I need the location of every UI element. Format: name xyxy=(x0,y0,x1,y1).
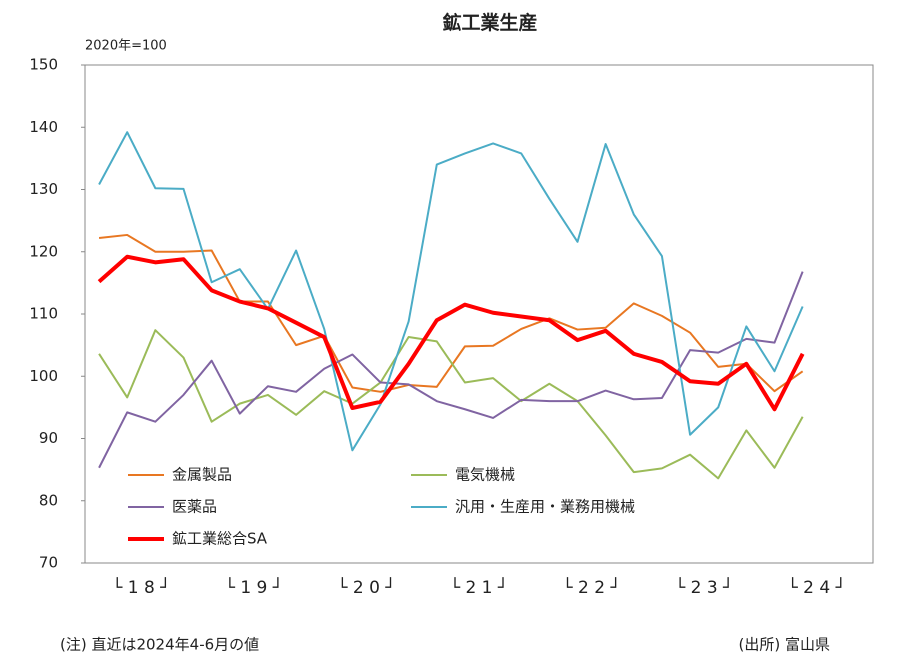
unit-label: 2020年=100 xyxy=(85,39,167,54)
legend-label: 電気機械 xyxy=(455,466,515,484)
y-tick-label: 90 xyxy=(39,429,58,447)
x-group-label: └ 2 1 ┘ xyxy=(450,577,508,598)
y-tick-label: 130 xyxy=(29,180,58,198)
footnote: (注) 直近は2024年4-6月の値 xyxy=(60,636,259,654)
series-line xyxy=(98,233,804,393)
x-group-label: └ 2 3 ┘ xyxy=(675,577,733,598)
chart-title: 鉱工業生産 xyxy=(442,11,537,34)
y-tick-label: 100 xyxy=(29,367,58,385)
series-line xyxy=(98,271,804,469)
y-tick-label: 80 xyxy=(39,491,58,509)
legend-label: 金属製品 xyxy=(172,466,232,484)
series-line xyxy=(98,329,804,480)
y-tick-label: 70 xyxy=(39,554,58,572)
plot-frame xyxy=(84,64,874,564)
x-group-label: └ 1 8 ┘ xyxy=(112,577,170,598)
x-group-label: └ 2 4 ┘ xyxy=(788,577,846,598)
legend-label: 鉱工業総合SA xyxy=(172,530,268,548)
y-tick-label: 110 xyxy=(29,305,58,323)
series-line xyxy=(98,131,804,452)
x-group-label: └ 1 9 ┘ xyxy=(225,577,283,598)
y-tick-label: 120 xyxy=(29,242,58,260)
source: (出所) 富山県 xyxy=(739,636,830,654)
x-group-label: └ 2 0 ┘ xyxy=(337,577,395,598)
y-tick-label: 150 xyxy=(29,56,58,74)
y-tick-label: 140 xyxy=(29,118,58,136)
legend-label: 医薬品 xyxy=(172,498,217,516)
series-line xyxy=(97,254,805,412)
legend-label: 汎用・生産用・業務用機械 xyxy=(455,498,635,516)
x-group-label: └ 2 2 ┘ xyxy=(562,577,620,598)
